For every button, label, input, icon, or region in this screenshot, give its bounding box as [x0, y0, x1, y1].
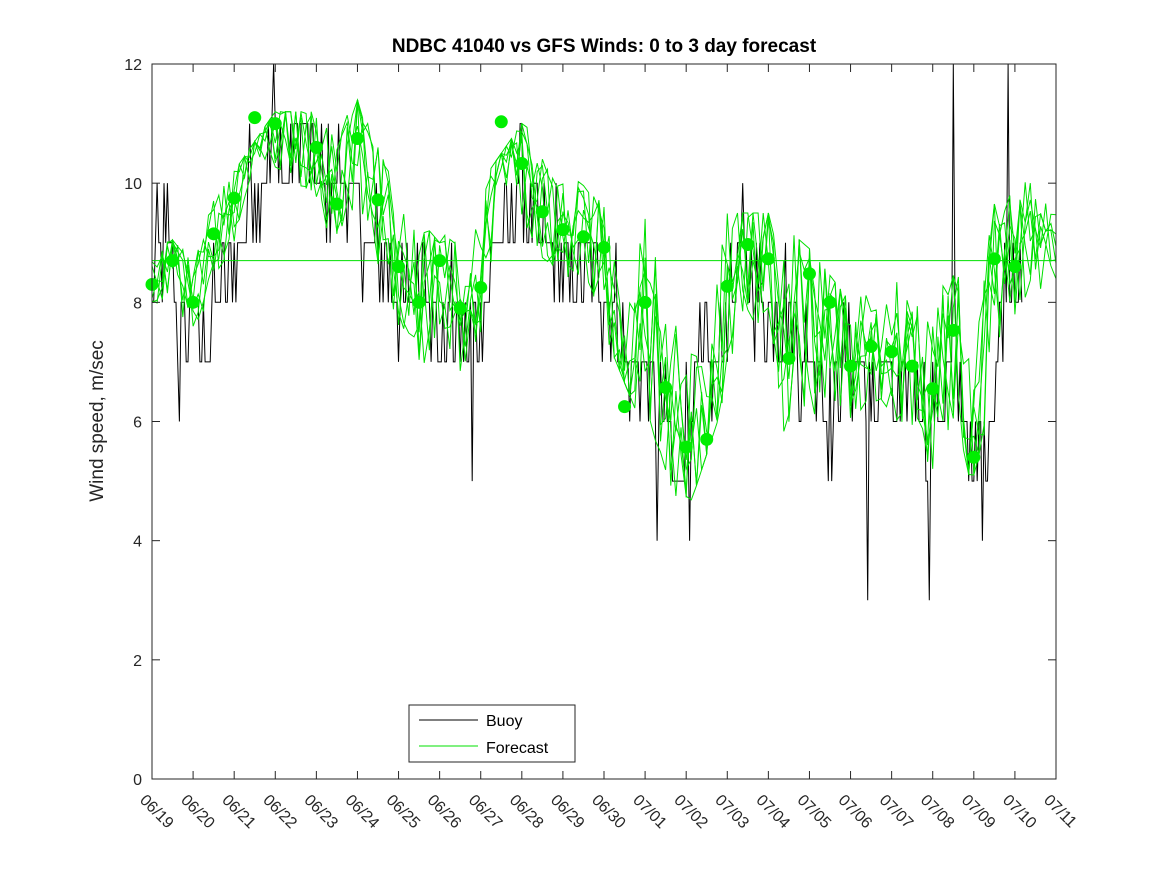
forecast-marker-29 [741, 238, 755, 252]
forecast-marker-16 [474, 280, 488, 294]
forecast-marker-22 [597, 241, 611, 255]
y-tick-label-6: 6 [133, 415, 142, 432]
y-tick-label-0: 0 [133, 772, 142, 789]
forecast-marker-33 [823, 295, 837, 309]
y-tick-label-12: 12 [124, 57, 142, 74]
forecast-marker-14 [433, 254, 447, 268]
forecast-marker-17 [494, 115, 508, 129]
y-tick-label-4: 4 [133, 534, 142, 551]
forecast-marker-11 [371, 193, 385, 207]
forecast-marker-40 [967, 450, 981, 464]
forecast-marker-5 [227, 191, 241, 205]
forecast-marker-23 [618, 400, 632, 414]
y-tick-label-10: 10 [124, 176, 142, 193]
forecast-marker-20 [556, 223, 570, 237]
chart-title: NDBC 41040 vs GFS Winds: 0 to 3 day fore… [392, 36, 817, 57]
forecast-marker-27 [700, 432, 714, 446]
forecast-marker-9 [330, 197, 344, 211]
y-axis-label: Wind speed, m/sec [87, 340, 108, 502]
legend-buoy-label: Buoy [486, 713, 522, 730]
forecast-marker-39 [946, 323, 960, 337]
forecast-marker-18 [515, 157, 529, 171]
forecast-marker-24 [638, 295, 652, 309]
forecast-marker-42 [1008, 260, 1022, 274]
forecast-marker-36 [885, 345, 899, 359]
forecast-series-line-6 [151, 98, 1057, 501]
plot-area [152, 64, 1056, 779]
legend-box [408, 704, 576, 763]
y-tick-label-8: 8 [133, 295, 142, 312]
forecast-marker-19 [535, 205, 549, 219]
forecast-marker-4 [207, 227, 221, 241]
forecast-marker-35 [864, 339, 878, 353]
forecast-marker-32 [802, 267, 816, 281]
forecast-marker-31 [782, 351, 796, 365]
forecast-marker-25 [659, 381, 673, 395]
legend: Buoy Forecast [408, 704, 576, 763]
forecast-marker-34 [844, 359, 858, 373]
series-layer [145, 63, 1057, 601]
y-tick-label-2: 2 [133, 653, 142, 670]
legend-forecast-label: Forecast [486, 740, 549, 757]
forecast-marker-12 [392, 260, 406, 274]
forecast-marker-6 [248, 111, 262, 125]
forecast-marker-37 [905, 359, 919, 373]
forecast-marker-3 [186, 295, 200, 309]
forecast-marker-2 [166, 254, 180, 268]
forecast-marker-26 [679, 440, 693, 454]
forecast-marker-13 [412, 295, 426, 309]
forecast-marker-8 [309, 140, 323, 154]
forecast-marker-30 [761, 252, 775, 266]
forecast-marker-15 [453, 301, 467, 315]
forecast-marker-28 [720, 279, 734, 293]
forecast-marker-41 [987, 252, 1001, 266]
forecast-marker-38 [926, 382, 940, 396]
forecast-marker-7 [268, 117, 282, 131]
forecast-marker-10 [350, 131, 364, 145]
forecast-marker-21 [576, 230, 590, 244]
